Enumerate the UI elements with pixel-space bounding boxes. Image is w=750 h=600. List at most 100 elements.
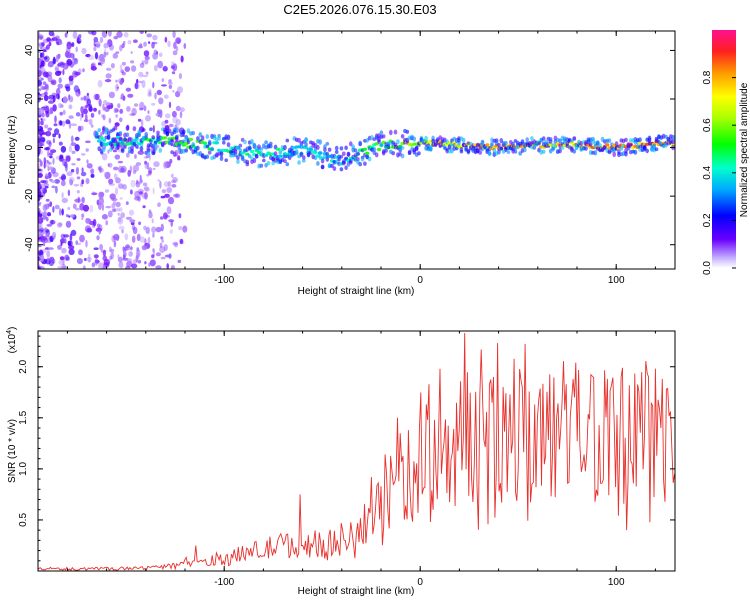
spectrogram-cell [110, 252, 114, 260]
spectrogram-ridge-cell [466, 148, 471, 155]
spectrogram-cell [90, 168, 95, 175]
spectrogram-cell [130, 60, 135, 64]
spectrogram-ridge-cell [485, 143, 490, 147]
spectrogram-cell [107, 163, 110, 167]
spectrogram-ridge-cell [102, 146, 106, 152]
spectrogram-cell [45, 130, 52, 137]
spectrogram-ridge-cell [316, 144, 320, 150]
spectrogram-ridge-cell [153, 146, 158, 151]
spectrogram-cell [64, 161, 68, 169]
spectrogram-cell [105, 73, 112, 79]
spectrogram-cell [106, 51, 109, 56]
spectrogram-cell [100, 56, 106, 65]
spectrogram-cell [169, 229, 174, 234]
spectrogram-cell [102, 114, 106, 121]
spectrogram-cell [46, 223, 53, 227]
spectrogram-cell [54, 128, 60, 136]
spectrogram-cell [152, 167, 156, 171]
spectrogram-cell [137, 188, 144, 194]
snr-axes: -100 0 100 0.5 1.0 1.5 2.0 [18, 331, 675, 588]
spectrogram-cell [98, 109, 101, 115]
spectrogram-ridge-cell [302, 158, 306, 163]
spectrogram-cell [70, 229, 77, 236]
spectrogram-ridge-cell [245, 159, 250, 165]
spectrogram-cell [58, 102, 62, 109]
spectrogram-cell [56, 41, 59, 45]
colorbar-label: Normalized spectral amplitude [739, 82, 750, 217]
spectrogram-cell [73, 85, 79, 93]
spectrogram-cell [38, 88, 42, 92]
spectrogram-ridge-cell [118, 137, 123, 141]
spectrogram-cell [40, 117, 43, 121]
spectrogram-cell [151, 226, 157, 233]
spectrogram-cell [38, 79, 43, 86]
spectrogram-cell [43, 95, 49, 102]
spectrogram-cell [44, 227, 47, 232]
spectrogram-ridge-cell [226, 134, 231, 141]
spectrogram-cell [157, 179, 160, 182]
spectrogram-cell [80, 106, 84, 114]
spectrogram-cell [157, 108, 163, 115]
spectrogram-cell [92, 218, 97, 227]
spectrogram-ridge-cell [596, 140, 600, 146]
colorbar-tick-label: 0.0 [702, 261, 713, 275]
spectrogram-ridge-cell [612, 151, 616, 158]
spectrogram-cell [81, 196, 85, 204]
spectrogram-ridge-cell [249, 149, 255, 154]
snr-x-label: Height of straight line (km) [298, 586, 415, 597]
spectrogram-cell [64, 50, 70, 58]
spectrogram-ridge-cell [202, 141, 208, 145]
spectrogram-cell [41, 188, 44, 196]
spectrogram-cell [145, 226, 150, 235]
spectrogram-cell [151, 41, 155, 49]
spectrogram-ridge-cell [236, 145, 240, 150]
spectrogram-cell [121, 71, 126, 76]
spectrogram-ridge-cell [518, 151, 522, 156]
spectrogram-ridge-cell [167, 141, 172, 146]
spectrogram-cell [58, 77, 62, 84]
spectrogram-ridge-cell [247, 145, 252, 151]
spectrogram-cell [152, 34, 158, 41]
spectrogram-ridge-cell [240, 151, 245, 155]
spectrogram-cell [72, 203, 77, 209]
spectrogram-ridge-cell [325, 142, 330, 146]
spectrogram-ridge-cell [459, 149, 464, 154]
spectrogram-cell [106, 104, 113, 109]
colorbar-tick-label: 0.2 [702, 213, 713, 227]
spectrogram-cell [89, 204, 94, 213]
spectrogram-cell [130, 51, 133, 54]
spectrogram-cell [179, 111, 183, 119]
spectrogram-cell [158, 52, 163, 57]
spectrogram-cell [135, 179, 139, 185]
spectrogram-cell [94, 52, 99, 60]
spectrogram-cell [127, 40, 132, 45]
spectrogram-cell [44, 84, 49, 90]
spectrogram-cell [128, 209, 135, 216]
spectrogram-ridge-cell [205, 144, 210, 149]
spectrogram-ridge-cell [205, 134, 210, 139]
colorbar-gradient [712, 30, 736, 268]
spectrogram-cell [71, 150, 76, 154]
spectrogram-x-label: Height of straight line (km) [298, 286, 415, 297]
spectrogram-ridge-cell [499, 146, 504, 151]
spectrogram-ridge-cell [619, 146, 624, 151]
spectrogram-ridge-cell [362, 147, 368, 151]
spectrogram-cell [79, 234, 85, 243]
spectrogram-cell [52, 171, 59, 178]
spectrogram-ridge-cell [236, 155, 240, 161]
spectrogram-cell [164, 119, 169, 124]
spectrogram-cell [68, 248, 75, 255]
spectrogram-ridge-cell [175, 127, 179, 133]
spectrogram-ridge-cell [135, 138, 139, 144]
snr-x-tick-label: 0 [417, 577, 423, 588]
spectrogram-cell [101, 31, 108, 38]
spectrogram-cell [113, 166, 119, 171]
spectrogram-y-tick-label: 20 [24, 93, 35, 105]
spectrogram-ridge-cell [671, 139, 675, 145]
spectrogram-cell [170, 65, 175, 69]
spectrogram-cell [171, 110, 177, 118]
spectrogram-ridge-cell [214, 141, 219, 145]
colorbar-tick-label: 0.8 [702, 70, 713, 84]
spectrogram-ridge-cell [233, 151, 238, 158]
spectrogram-ridge-cell [240, 155, 245, 160]
